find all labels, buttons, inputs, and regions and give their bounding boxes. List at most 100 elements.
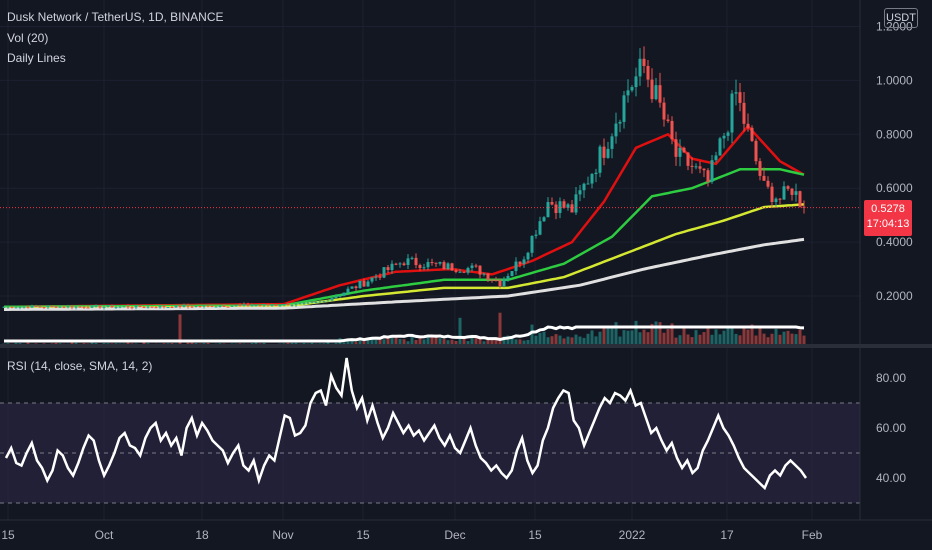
volume-bar <box>430 337 434 345</box>
rsi-line <box>4 357 808 491</box>
candle-body <box>718 138 722 156</box>
candle-body <box>110 305 114 308</box>
candle-body <box>742 102 746 124</box>
rsi-legend[interactable]: RSI (14, close, SMA, 14, 2) <box>7 359 153 373</box>
x-tick-label: 18 <box>195 528 209 542</box>
candle-body <box>786 186 790 189</box>
candle-body <box>158 306 162 308</box>
volume-bar <box>598 331 602 345</box>
volume-bar <box>726 326 730 345</box>
candle-body <box>790 188 794 195</box>
volume-bar <box>634 320 638 345</box>
candle-body <box>82 306 86 308</box>
currency-button[interactable]: USDT <box>884 8 918 28</box>
candle-body <box>726 132 730 136</box>
volume-bar <box>294 342 298 345</box>
volume-bar <box>406 341 410 345</box>
candle-body <box>646 65 650 80</box>
candle-body <box>762 175 766 181</box>
volume-bar <box>706 328 710 345</box>
volume-bar <box>426 335 430 345</box>
candle-body <box>90 305 94 308</box>
candle-body <box>154 307 158 309</box>
candle-body <box>10 306 14 308</box>
candle-body <box>18 306 22 308</box>
candle-body <box>738 92 742 103</box>
candle-body <box>698 166 702 169</box>
volume-bar <box>758 327 762 345</box>
daily-lines-legend[interactable]: Daily Lines <box>7 51 66 65</box>
volume-legend[interactable]: Vol (20) <box>7 31 49 45</box>
candle-body <box>190 306 194 308</box>
volume-bar <box>74 342 78 345</box>
candle-body <box>734 92 738 94</box>
candle-body <box>210 305 214 307</box>
candle-body <box>542 217 546 222</box>
volume-bar <box>354 342 358 345</box>
candle-body <box>34 305 38 307</box>
volume-bar <box>310 342 314 345</box>
volume-bar <box>498 312 502 345</box>
candle-body <box>694 166 698 168</box>
candle-body <box>2 306 6 308</box>
chart-title[interactable]: Dusk Network / TetherUS, 1D, BINANCE <box>7 10 224 24</box>
candlesticks <box>2 46 806 310</box>
candle-body <box>166 307 170 309</box>
candle-body <box>794 191 798 195</box>
y-tick-label: 0.4000 <box>876 235 913 249</box>
volume-bar <box>694 330 698 345</box>
volume-bar <box>702 332 706 345</box>
volume-bar <box>662 332 666 345</box>
volume-bar <box>382 339 386 345</box>
candle-body <box>706 170 710 182</box>
volume-bar <box>730 327 734 345</box>
candle-body <box>38 306 42 308</box>
candle-body <box>478 265 482 275</box>
rsi-band <box>0 402 860 504</box>
candle-body <box>218 305 222 307</box>
candle-body <box>102 306 106 308</box>
candle-body <box>458 271 462 273</box>
volume-bar <box>142 342 146 345</box>
candle-body <box>614 123 618 137</box>
candle-body <box>274 304 278 306</box>
volume-bar <box>542 331 546 345</box>
candle-body <box>106 305 110 307</box>
candle-body <box>554 204 558 213</box>
moving-average-lines <box>3 124 805 311</box>
volume-bar <box>442 339 446 345</box>
candle-body <box>622 95 626 122</box>
candle-body <box>138 305 142 307</box>
candle-body <box>750 127 754 141</box>
volume-bar <box>606 327 610 345</box>
ema-mid-line <box>4 168 805 309</box>
candle-body <box>690 165 694 167</box>
volume-bar <box>466 341 470 345</box>
candle-body <box>246 304 250 306</box>
volume-bar <box>570 337 574 345</box>
candle-body <box>578 190 582 195</box>
candle-body <box>146 306 150 308</box>
volume-bar <box>774 328 778 345</box>
volume-bar <box>722 330 726 345</box>
x-tick-label: 15 <box>1 528 15 542</box>
candle-body <box>642 58 646 66</box>
volume-bar <box>674 337 678 345</box>
volume-bar <box>558 335 562 345</box>
candle-body <box>526 252 530 260</box>
volume-bar <box>650 323 654 345</box>
candle-body <box>778 198 782 200</box>
y-tick-label: 0.6000 <box>876 181 913 195</box>
candle-body <box>574 194 578 213</box>
last-price-label: 0.5278 17:04:13 <box>864 200 912 236</box>
volume-bar <box>594 336 598 345</box>
candle-body <box>422 267 426 269</box>
volume-bar <box>190 342 194 345</box>
candle-body <box>142 306 146 308</box>
candle-body <box>666 119 670 121</box>
candle-body <box>70 306 74 308</box>
candle-body <box>770 186 774 202</box>
candle-body <box>746 123 750 128</box>
volume-bar <box>666 329 670 345</box>
